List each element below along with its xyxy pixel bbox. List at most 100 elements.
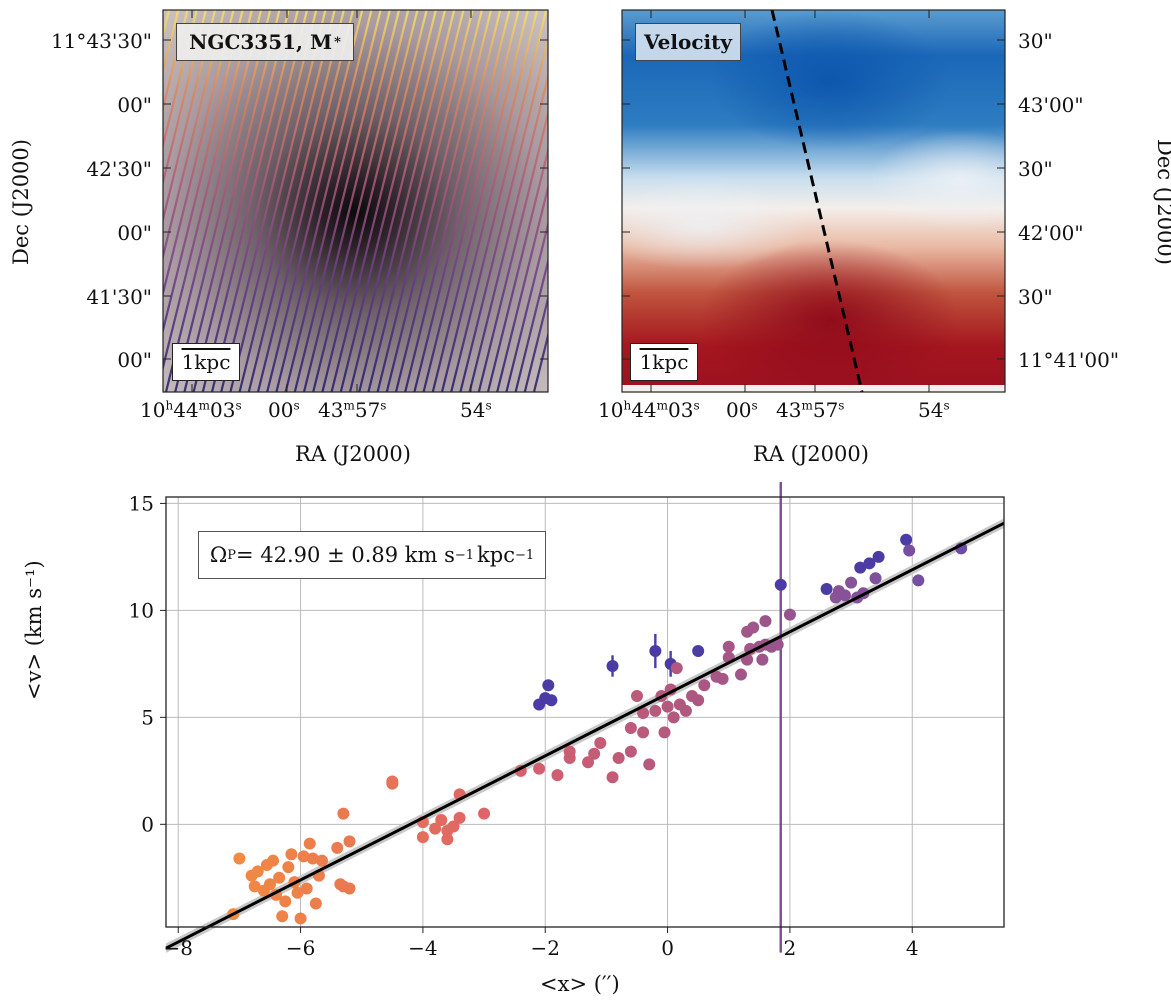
slit-stripe xyxy=(210,10,309,392)
left-xtick-2-m-sup: m xyxy=(343,398,355,413)
right-xtick-0-h-sup: h xyxy=(623,398,632,413)
slit-stripe xyxy=(201,10,299,392)
right-xtick-2-m: 43 xyxy=(776,398,802,422)
unit-exp-2: −1 xyxy=(514,547,535,563)
slit-stripe xyxy=(348,10,447,392)
slit-stripe xyxy=(220,10,318,392)
left-ytick-5: 00" xyxy=(117,348,152,372)
right-xtick-2: 43m57s xyxy=(776,398,844,422)
slit-stripe xyxy=(450,10,548,392)
slit-stripe xyxy=(514,257,548,392)
right-xtick-0-m-sup: m xyxy=(656,398,669,413)
slit-stripe xyxy=(496,183,548,392)
right-xtick-0: 10h44m03s xyxy=(598,398,700,422)
left-xtick-0: 10h44m03s xyxy=(140,398,242,422)
scatter-xaxis-label-text: <x> (′′) xyxy=(540,972,620,996)
right-xtick-1: 00s xyxy=(726,398,758,422)
slit-stripe xyxy=(238,10,336,392)
slit-stripe xyxy=(422,10,520,392)
slit-stripe xyxy=(293,10,391,392)
right-xtick-2-m-sup: m xyxy=(801,398,813,413)
right-xtick-0-s: 03 xyxy=(668,398,694,422)
left-xtick-3: 54s xyxy=(460,398,492,422)
left-xtick-3-s: 54 xyxy=(460,398,486,422)
velocity-image xyxy=(622,10,1005,392)
right-xtick-3: 54s xyxy=(918,398,950,422)
slit-stripe xyxy=(163,10,235,298)
right-scalebar-text: 1kpc xyxy=(639,350,689,374)
slit-stripe xyxy=(163,10,253,372)
unit-exp-1: −1 xyxy=(454,547,475,563)
slit-stripe xyxy=(163,10,189,113)
omega-subscript: P xyxy=(227,547,237,563)
right-panel-title: Velocity xyxy=(644,30,732,54)
slit-stripes xyxy=(163,10,548,392)
left-xtick-2-s: 57 xyxy=(354,398,381,422)
left-xaxis-ticks: 10h44m03s 00s 43m57s 54s xyxy=(0,398,600,438)
left-ytick-0: 11°43'30" xyxy=(50,29,152,53)
right-xtick-1-s: 00 xyxy=(726,398,752,422)
slit-stripe xyxy=(192,10,290,392)
slit-stripe xyxy=(164,10,263,392)
stellar-mass-image xyxy=(163,10,548,392)
right-ytick-1: 43'00" xyxy=(1018,93,1084,117)
left-ytick-3: 00" xyxy=(117,221,152,245)
slit-stripe xyxy=(256,10,355,392)
slit-stripe xyxy=(163,10,198,150)
right-xtick-0-h: 10 xyxy=(598,398,624,422)
unit-kpc: kpc xyxy=(477,543,515,567)
slit-stripe xyxy=(440,10,539,392)
pattern-speed-value: = 42.90 ± 0.89 km s xyxy=(236,543,455,567)
left-xtick-1-s: 00 xyxy=(268,398,294,422)
left-xtick-2-s-sup: s xyxy=(380,398,387,413)
scatter-yaxis-label-text: <v> (km s⁻¹) xyxy=(22,560,46,700)
right-xtick-3-s-sup: s xyxy=(943,398,950,413)
omega-symbol: Ω xyxy=(209,543,228,567)
slit-stripe xyxy=(385,10,483,392)
slit-stripe xyxy=(321,10,419,392)
right-xaxis-label: RA (J2000) xyxy=(753,442,869,466)
slit-stripe xyxy=(394,10,493,392)
left-xtick-0-h: 10 xyxy=(140,398,166,422)
right-xtick-3-s: 54 xyxy=(918,398,944,422)
slit-direction-line xyxy=(770,10,864,392)
slit-stripe xyxy=(163,10,207,187)
right-xtick-2-s: 57 xyxy=(812,398,839,422)
slit-stripe xyxy=(523,294,548,392)
left-ytick-4: 41'30" xyxy=(86,285,152,309)
slit-stripe xyxy=(486,146,548,392)
left-panel-title-subscript: * xyxy=(334,34,341,50)
left-yaxis-label: Dec (J2000) xyxy=(8,139,33,265)
left-xtick-2: 43m57s xyxy=(318,398,386,422)
slit-stripe xyxy=(431,10,529,392)
left-xtick-0-m-sup: m xyxy=(198,398,211,413)
slit-stripe xyxy=(376,10,474,392)
slit-stripe xyxy=(367,10,465,392)
scatter-yaxis-label: <v> (km s⁻¹) xyxy=(22,560,46,700)
left-xtick-0-h-sup: h xyxy=(165,398,174,413)
slit-stripe xyxy=(284,10,382,392)
scatter-xaxis-label: <x> (′′) xyxy=(540,972,620,996)
left-xtick-1-s-sup: s xyxy=(293,398,300,413)
left-xaxis-label: RA (J2000) xyxy=(295,442,411,466)
left-xtick-3-s-sup: s xyxy=(485,398,492,413)
slit-stripe xyxy=(413,10,511,392)
left-xtick-0-s-sup: s xyxy=(235,398,242,413)
slit-stripe xyxy=(477,109,548,392)
slit-stripe xyxy=(266,10,364,392)
left-panel-label: NGC3351, M * xyxy=(176,23,354,61)
left-xtick-2-m: 43 xyxy=(318,398,344,422)
right-ytick-2: 30" xyxy=(1018,157,1053,181)
left-xtick-1: 00s xyxy=(268,398,300,422)
right-ytick-0: 30" xyxy=(1018,29,1053,53)
slit-stripe xyxy=(459,35,548,392)
left-ytick-1: 00" xyxy=(117,93,152,117)
slit-stripe xyxy=(302,10,401,392)
right-yaxis-label: Dec (J2000) xyxy=(1152,139,1171,265)
slit-stripe xyxy=(247,10,345,392)
right-ytick-3: 42'00" xyxy=(1018,221,1084,245)
right-ytick-4: 30" xyxy=(1018,285,1053,309)
slit-stripe xyxy=(275,10,373,392)
slit-stripe xyxy=(339,10,437,392)
